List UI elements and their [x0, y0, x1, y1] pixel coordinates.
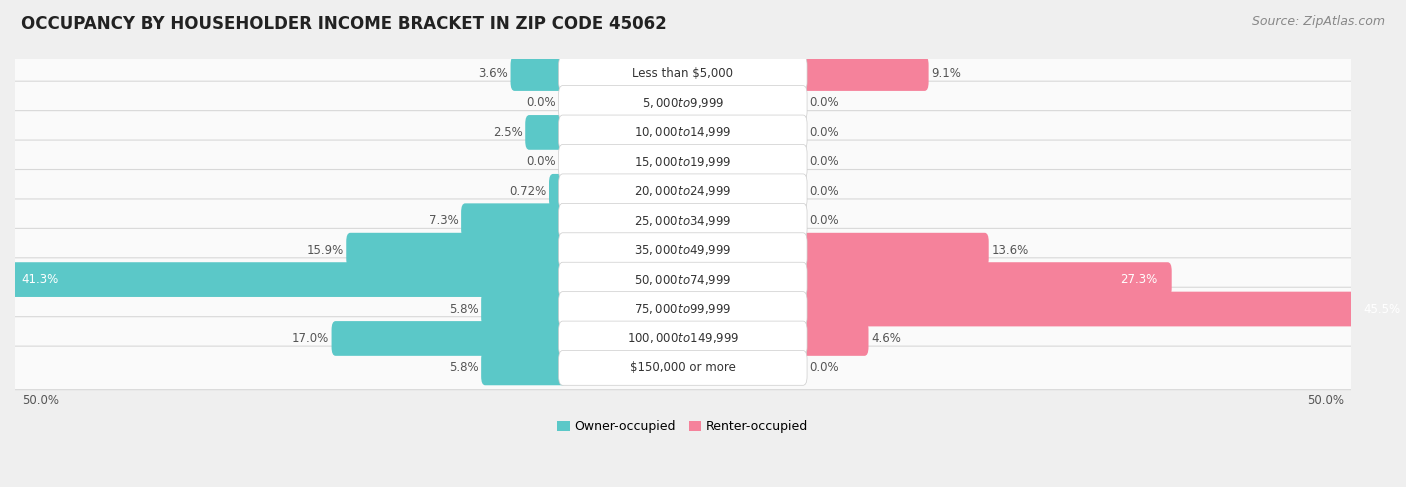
Text: 9.1%: 9.1% — [931, 67, 962, 80]
FancyBboxPatch shape — [799, 262, 1171, 297]
FancyBboxPatch shape — [11, 52, 1355, 95]
FancyBboxPatch shape — [548, 174, 567, 208]
Text: 0.0%: 0.0% — [810, 361, 839, 375]
FancyBboxPatch shape — [11, 199, 1355, 243]
FancyBboxPatch shape — [558, 86, 807, 120]
FancyBboxPatch shape — [799, 56, 928, 91]
Text: $10,000 to $14,999: $10,000 to $14,999 — [634, 126, 731, 139]
FancyBboxPatch shape — [558, 321, 807, 356]
Text: 27.3%: 27.3% — [1119, 273, 1157, 286]
Text: 7.3%: 7.3% — [429, 214, 458, 227]
FancyBboxPatch shape — [526, 115, 567, 150]
FancyBboxPatch shape — [558, 292, 807, 326]
Text: 3.6%: 3.6% — [478, 67, 508, 80]
Text: 5.8%: 5.8% — [449, 361, 478, 375]
FancyBboxPatch shape — [558, 145, 807, 179]
Text: 0.0%: 0.0% — [526, 155, 555, 169]
FancyBboxPatch shape — [346, 233, 567, 267]
Text: $20,000 to $24,999: $20,000 to $24,999 — [634, 184, 731, 198]
FancyBboxPatch shape — [481, 351, 567, 385]
Text: Less than $5,000: Less than $5,000 — [633, 67, 734, 80]
Text: 41.3%: 41.3% — [21, 273, 59, 286]
Text: 0.0%: 0.0% — [810, 214, 839, 227]
FancyBboxPatch shape — [332, 321, 567, 356]
FancyBboxPatch shape — [461, 204, 567, 238]
FancyBboxPatch shape — [7, 262, 567, 297]
Text: 17.0%: 17.0% — [291, 332, 329, 345]
Legend: Owner-occupied, Renter-occupied: Owner-occupied, Renter-occupied — [553, 415, 814, 438]
FancyBboxPatch shape — [11, 81, 1355, 125]
Text: $5,000 to $9,999: $5,000 to $9,999 — [641, 96, 724, 110]
Text: 0.0%: 0.0% — [810, 185, 839, 198]
FancyBboxPatch shape — [11, 111, 1355, 154]
FancyBboxPatch shape — [799, 321, 869, 356]
FancyBboxPatch shape — [558, 233, 807, 267]
FancyBboxPatch shape — [481, 292, 567, 326]
Text: 45.5%: 45.5% — [1362, 302, 1400, 316]
FancyBboxPatch shape — [510, 56, 567, 91]
Text: $50,000 to $74,999: $50,000 to $74,999 — [634, 273, 731, 286]
Text: 5.8%: 5.8% — [449, 302, 478, 316]
Text: 0.0%: 0.0% — [810, 96, 839, 110]
Text: 15.9%: 15.9% — [307, 244, 343, 257]
FancyBboxPatch shape — [558, 56, 807, 91]
Text: $75,000 to $99,999: $75,000 to $99,999 — [634, 302, 731, 316]
FancyBboxPatch shape — [799, 292, 1406, 326]
FancyBboxPatch shape — [11, 287, 1355, 331]
FancyBboxPatch shape — [558, 262, 807, 297]
Text: 0.0%: 0.0% — [810, 126, 839, 139]
Text: 0.0%: 0.0% — [810, 155, 839, 169]
Text: 2.5%: 2.5% — [494, 126, 523, 139]
Text: 50.0%: 50.0% — [1308, 394, 1344, 408]
FancyBboxPatch shape — [11, 258, 1355, 301]
FancyBboxPatch shape — [558, 174, 807, 208]
Text: $100,000 to $149,999: $100,000 to $149,999 — [627, 332, 740, 345]
FancyBboxPatch shape — [558, 204, 807, 238]
Text: 4.6%: 4.6% — [872, 332, 901, 345]
Text: Source: ZipAtlas.com: Source: ZipAtlas.com — [1251, 15, 1385, 28]
Text: 0.0%: 0.0% — [526, 96, 555, 110]
FancyBboxPatch shape — [11, 346, 1355, 390]
FancyBboxPatch shape — [558, 351, 807, 385]
Text: OCCUPANCY BY HOUSEHOLDER INCOME BRACKET IN ZIP CODE 45062: OCCUPANCY BY HOUSEHOLDER INCOME BRACKET … — [21, 15, 666, 33]
Text: $25,000 to $34,999: $25,000 to $34,999 — [634, 214, 731, 228]
Text: $15,000 to $19,999: $15,000 to $19,999 — [634, 155, 731, 169]
FancyBboxPatch shape — [11, 169, 1355, 213]
FancyBboxPatch shape — [558, 115, 807, 150]
Text: 13.6%: 13.6% — [991, 244, 1029, 257]
Text: 0.72%: 0.72% — [509, 185, 547, 198]
Text: 50.0%: 50.0% — [21, 394, 59, 408]
FancyBboxPatch shape — [11, 317, 1355, 360]
FancyBboxPatch shape — [799, 233, 988, 267]
FancyBboxPatch shape — [11, 228, 1355, 272]
Text: $150,000 or more: $150,000 or more — [630, 361, 735, 375]
Text: $35,000 to $49,999: $35,000 to $49,999 — [634, 243, 731, 257]
FancyBboxPatch shape — [11, 140, 1355, 184]
